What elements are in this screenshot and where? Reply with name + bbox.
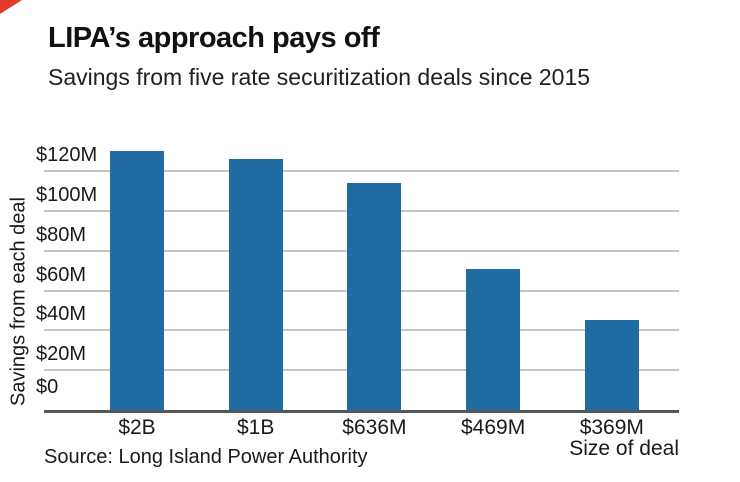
y-tick-label-$80M: $80M xyxy=(36,223,87,246)
x-tick-label-$2B: $2B xyxy=(118,416,156,439)
y-tick-label-$120M: $120M xyxy=(36,144,98,166)
bar-$469M xyxy=(466,268,521,410)
bar-$636M xyxy=(347,182,402,410)
x-tick-label-$636M: $636M xyxy=(342,416,407,439)
bar-$369M xyxy=(584,320,639,410)
x-tick-label-$469M: $469M xyxy=(460,416,526,439)
plot-area: Size of deal $120M $100M $80M $60M $40M $20M $… xyxy=(36,140,679,459)
y-tick-label-$0: $0 xyxy=(36,376,59,398)
x-axis-title: Size of deal xyxy=(569,437,679,460)
y-tick-label-$20M: $20M xyxy=(36,343,87,366)
source-note: Source: Long Island Power Authority xyxy=(44,446,368,468)
y-tick-label-$60M: $60M xyxy=(36,263,87,286)
y-axis-title: Savings from each deal xyxy=(7,197,30,407)
bar-$2B xyxy=(110,151,164,410)
chart-title: LIPA’s approach pays off xyxy=(48,22,380,54)
chart-subtitle: Savings from five rate securitization de… xyxy=(48,64,591,90)
red-corner-mark-icon xyxy=(0,0,22,14)
y-tick-label-$100M: $100M xyxy=(36,183,98,206)
x-tick-label-$1B: $1B xyxy=(237,416,275,439)
bar-$1B xyxy=(228,159,283,410)
x-tick-label-$369M: $369M xyxy=(579,416,644,439)
gridline-$120M xyxy=(44,170,679,172)
y-tick-label-$40M: $40M xyxy=(36,303,87,326)
